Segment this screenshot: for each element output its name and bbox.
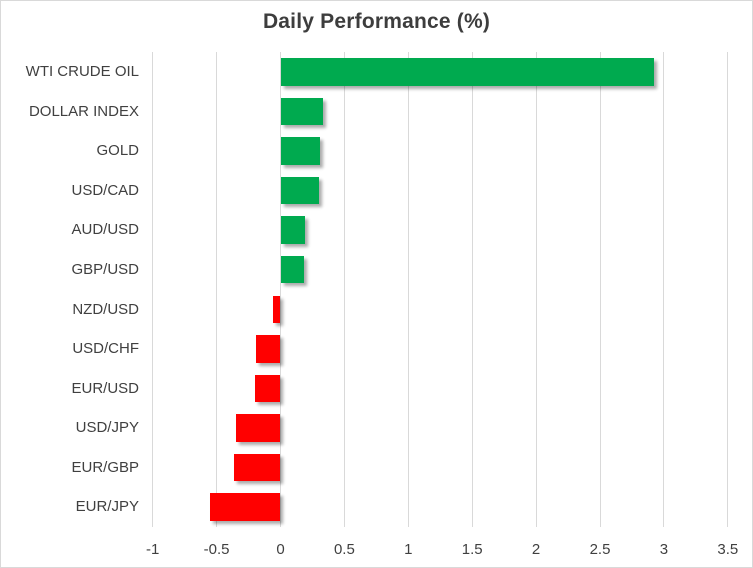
bar-positive — [281, 137, 321, 165]
bar-negative — [272, 295, 280, 324]
x-tick-label: 0.5 — [333, 541, 355, 558]
category-label: EUR/JPY — [75, 498, 139, 516]
x-tick-label: 2 — [531, 541, 541, 558]
bar-positive — [281, 255, 304, 284]
gridline — [663, 52, 665, 527]
bar-negative — [235, 414, 280, 442]
category-label: USD/CHF — [72, 340, 139, 358]
gridline — [599, 52, 601, 527]
x-tick-label: 1 — [404, 541, 413, 558]
gridline — [727, 52, 729, 527]
x-tick-label: 3 — [659, 541, 669, 558]
category-label: DOLLAR INDEX — [28, 102, 139, 120]
bar-positive — [281, 216, 305, 244]
gridline — [152, 52, 154, 527]
gridline — [343, 52, 345, 527]
bar-negative — [210, 493, 280, 521]
gridline — [280, 52, 281, 527]
bar-negative — [234, 453, 280, 482]
bar-positive — [281, 97, 323, 126]
gridline — [535, 52, 537, 527]
category-label: AUD/USD — [71, 221, 139, 239]
category-label: GOLD — [96, 142, 139, 160]
gridline — [471, 52, 473, 527]
category-label: EUR/GBP — [71, 458, 139, 476]
x-tick-label: -0.5 — [203, 541, 230, 558]
x-tick-label: 1.5 — [461, 541, 483, 558]
x-tick-label: 2.5 — [589, 541, 611, 558]
category-label: GBP/USD — [71, 260, 139, 278]
gridline — [216, 52, 218, 527]
bar-positive — [281, 58, 654, 86]
chart-title: Daily Performance (%) — [262, 10, 491, 33]
category-label: WTI CRUDE OIL — [25, 63, 139, 80]
category-label: EUR/USD — [71, 379, 139, 397]
bar-negative — [256, 335, 280, 363]
x-tick-label: 3.5 — [717, 541, 739, 558]
bar-negative — [254, 374, 280, 403]
x-tick-label: 0 — [276, 541, 285, 558]
category-label: USD/JPY — [75, 419, 139, 437]
gridline — [407, 52, 409, 527]
bar-positive — [281, 176, 319, 205]
category-label: USD/CAD — [71, 181, 139, 199]
category-label: NZD/USD — [72, 300, 139, 318]
x-tick-label: -1 — [146, 541, 160, 558]
